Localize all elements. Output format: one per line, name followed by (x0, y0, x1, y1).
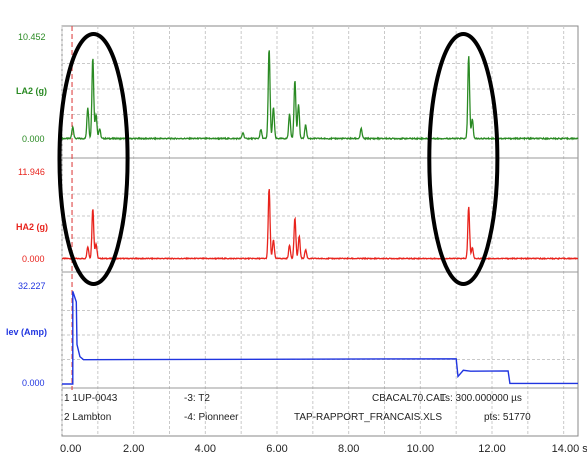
info-channel-4: -4: Pionneer (184, 412, 239, 423)
info-points: pts: 51770 (484, 412, 531, 423)
series-line-la2 (61, 50, 579, 141)
x-tick-label-3: 6.00 (266, 443, 287, 455)
series-line-lev (62, 291, 578, 385)
ha2-ymin-label: 0.000 (22, 254, 45, 264)
info-channel-2: 2 Lambton (64, 412, 112, 423)
la2-axis-label: LA2 (g) (16, 86, 47, 96)
x-tick-label-0: 0.00 (60, 443, 81, 455)
series-line-ha2 (61, 188, 578, 261)
info-sampling: Ts: 300.000000 µs (440, 393, 522, 404)
x-tick-label-1: 2.00 (123, 443, 144, 455)
x-tick-label-2: 4.00 (195, 443, 216, 455)
ha2-ymax-label: 11.946 (18, 167, 45, 177)
x-tick-label-5: 10.00 (407, 443, 435, 455)
lev-axis-label: lev (Amp) (6, 327, 48, 337)
la2-ymin-label: 0.000 (22, 134, 45, 144)
x-tick-label-4: 8.00 (338, 443, 359, 455)
plot-frame (61, 25, 579, 437)
annotation-ellipse-0 (57, 32, 130, 286)
info-report-file: TAP-RAPPORT_FRANCAIS.XLS (294, 412, 442, 423)
x-tick-label-7: 14.00 sec (552, 443, 587, 455)
info-channel-1: 1 1UP-0043 (64, 393, 118, 404)
lev-ymin-label: 0.000 (22, 378, 45, 388)
annotation-ellipse-1 (427, 32, 500, 286)
x-tick-label-6: 12.00 (478, 443, 506, 455)
info-channel-3: -3: T2 (184, 393, 210, 404)
info-cal-file: CBACAL70.CAL (372, 393, 446, 404)
ha2-axis-label: HA2 (g) (16, 222, 48, 232)
lev-ymax-label: 32.227 (18, 281, 46, 291)
la2-ymax-label: 10.452 (18, 32, 46, 42)
